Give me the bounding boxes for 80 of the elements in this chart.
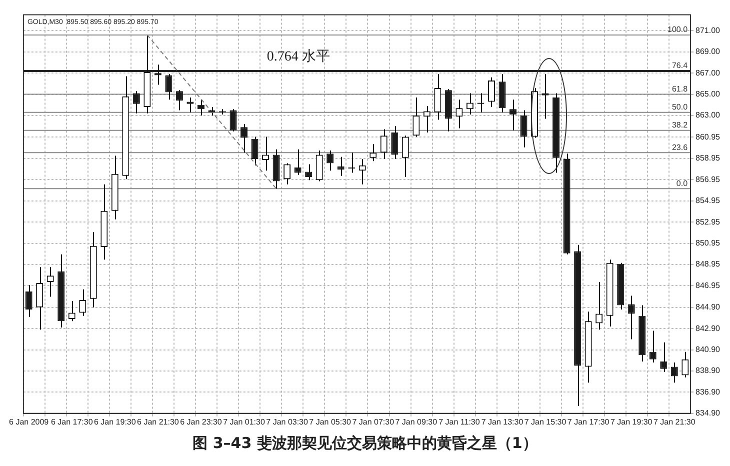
candlestick	[423, 105, 430, 133]
candlestick	[456, 99, 463, 129]
y-tick-label: 867.00	[696, 68, 721, 78]
y-tick-label: 856.95	[696, 174, 721, 184]
candlestick	[240, 123, 248, 154]
x-tick-label: 6 Jan 21:30	[137, 417, 180, 426]
candlestick	[466, 92, 474, 115]
text: 图 3–43 斐波那契见位交易策略中的黄昏之星（1）	[192, 434, 538, 453]
candlestick	[251, 136, 258, 166]
candlestick	[670, 362, 678, 384]
x-tick-label: 6 Jan 2009	[9, 417, 50, 426]
annotation: 0.764 水平	[266, 48, 330, 64]
annotation: 100.0	[668, 25, 688, 34]
candlestick	[305, 164, 312, 181]
x-tick-label: 7 Jan 05:30	[309, 417, 352, 426]
x-tick-label: 7 Jan 21:30	[653, 417, 696, 426]
x-tick-label: 7 Jan 11:30	[438, 417, 480, 426]
y-tick-label: 854.95	[696, 196, 721, 206]
candlestick	[520, 110, 528, 148]
y-tick-label: 836.90	[696, 387, 721, 396]
y-tick-label: 844.90	[696, 302, 721, 312]
x-tick-label: 7 Jan 09:30	[395, 417, 438, 426]
x-tick-label: 6 Jan 17:30	[50, 417, 94, 426]
candlestick	[488, 76, 495, 108]
candlestick	[262, 136, 270, 172]
candlestick	[660, 342, 668, 373]
candlestick	[380, 128, 388, 160]
x-tick-label: 7 Jan 03:30	[266, 417, 309, 426]
candlestick	[316, 150, 323, 182]
candlestick	[391, 126, 398, 160]
candlestick	[649, 330, 656, 364]
y-tick-label: 858.95	[696, 154, 721, 163]
annotation: 0.0	[676, 178, 688, 188]
y-tick-label: 834.90	[696, 408, 721, 418]
candlestick	[230, 108, 237, 132]
candlestick	[596, 281, 603, 330]
y-tick-label: 860.95	[696, 132, 721, 142]
candlestick	[434, 74, 442, 120]
candlestick	[542, 74, 549, 120]
y-tick-label: 869.00	[696, 47, 721, 56]
y-tick-label: 871.00	[696, 26, 721, 35]
y-tick-label: 838.90	[696, 366, 721, 376]
candlestick	[36, 266, 44, 330]
x-tick-label: 7 Jan 01:30	[223, 417, 266, 426]
annotation: 76.4	[672, 61, 688, 70]
x-tick-label: 7 Jan 19:30	[610, 417, 653, 426]
y-tick-label: 863.00	[696, 110, 721, 120]
candlestick	[402, 135, 409, 178]
candlestick	[370, 144, 377, 162]
candlestick	[628, 295, 635, 340]
candlestick	[165, 74, 172, 100]
candlestick	[358, 158, 366, 185]
y-tick-label: 842.90	[696, 324, 721, 333]
y-tick-label: 848.95	[696, 260, 721, 269]
y-tick-label: 852.95	[696, 217, 721, 226]
y-tick-label: 846.95	[696, 280, 721, 290]
annotation: 23.6	[672, 142, 688, 152]
candlestick	[132, 90, 140, 114]
annotation: 61.8	[672, 84, 688, 94]
annotation: 50.0	[672, 102, 688, 112]
y-tick-label: 850.95	[696, 238, 721, 248]
x-tick-label: 6 Jan 23:30	[180, 417, 222, 426]
x-tick-label: 7 Jan 15:30	[524, 417, 567, 426]
x-tick-label: 6 Jan 19:30	[94, 417, 136, 426]
candlestick	[46, 266, 54, 298]
y-tick-label: 840.90	[696, 344, 721, 354]
candlestick	[25, 284, 32, 318]
candlestick	[294, 148, 302, 176]
y-tick-label: 865.00	[696, 90, 721, 99]
candlestick	[284, 162, 291, 185]
x-tick-label: 7 Jan 07:30	[352, 417, 395, 426]
candlestick	[412, 96, 420, 138]
annotation: 38.2	[672, 120, 688, 130]
candlestick	[682, 351, 689, 378]
candlestick	[326, 150, 334, 172]
candlestick	[510, 99, 516, 131]
candlestick	[79, 288, 86, 316]
x-tick-label: 7 Jan 17:30	[567, 417, 610, 426]
candlestick	[186, 96, 194, 113]
x-tick-label: 7 Jan 13:30	[481, 417, 524, 426]
